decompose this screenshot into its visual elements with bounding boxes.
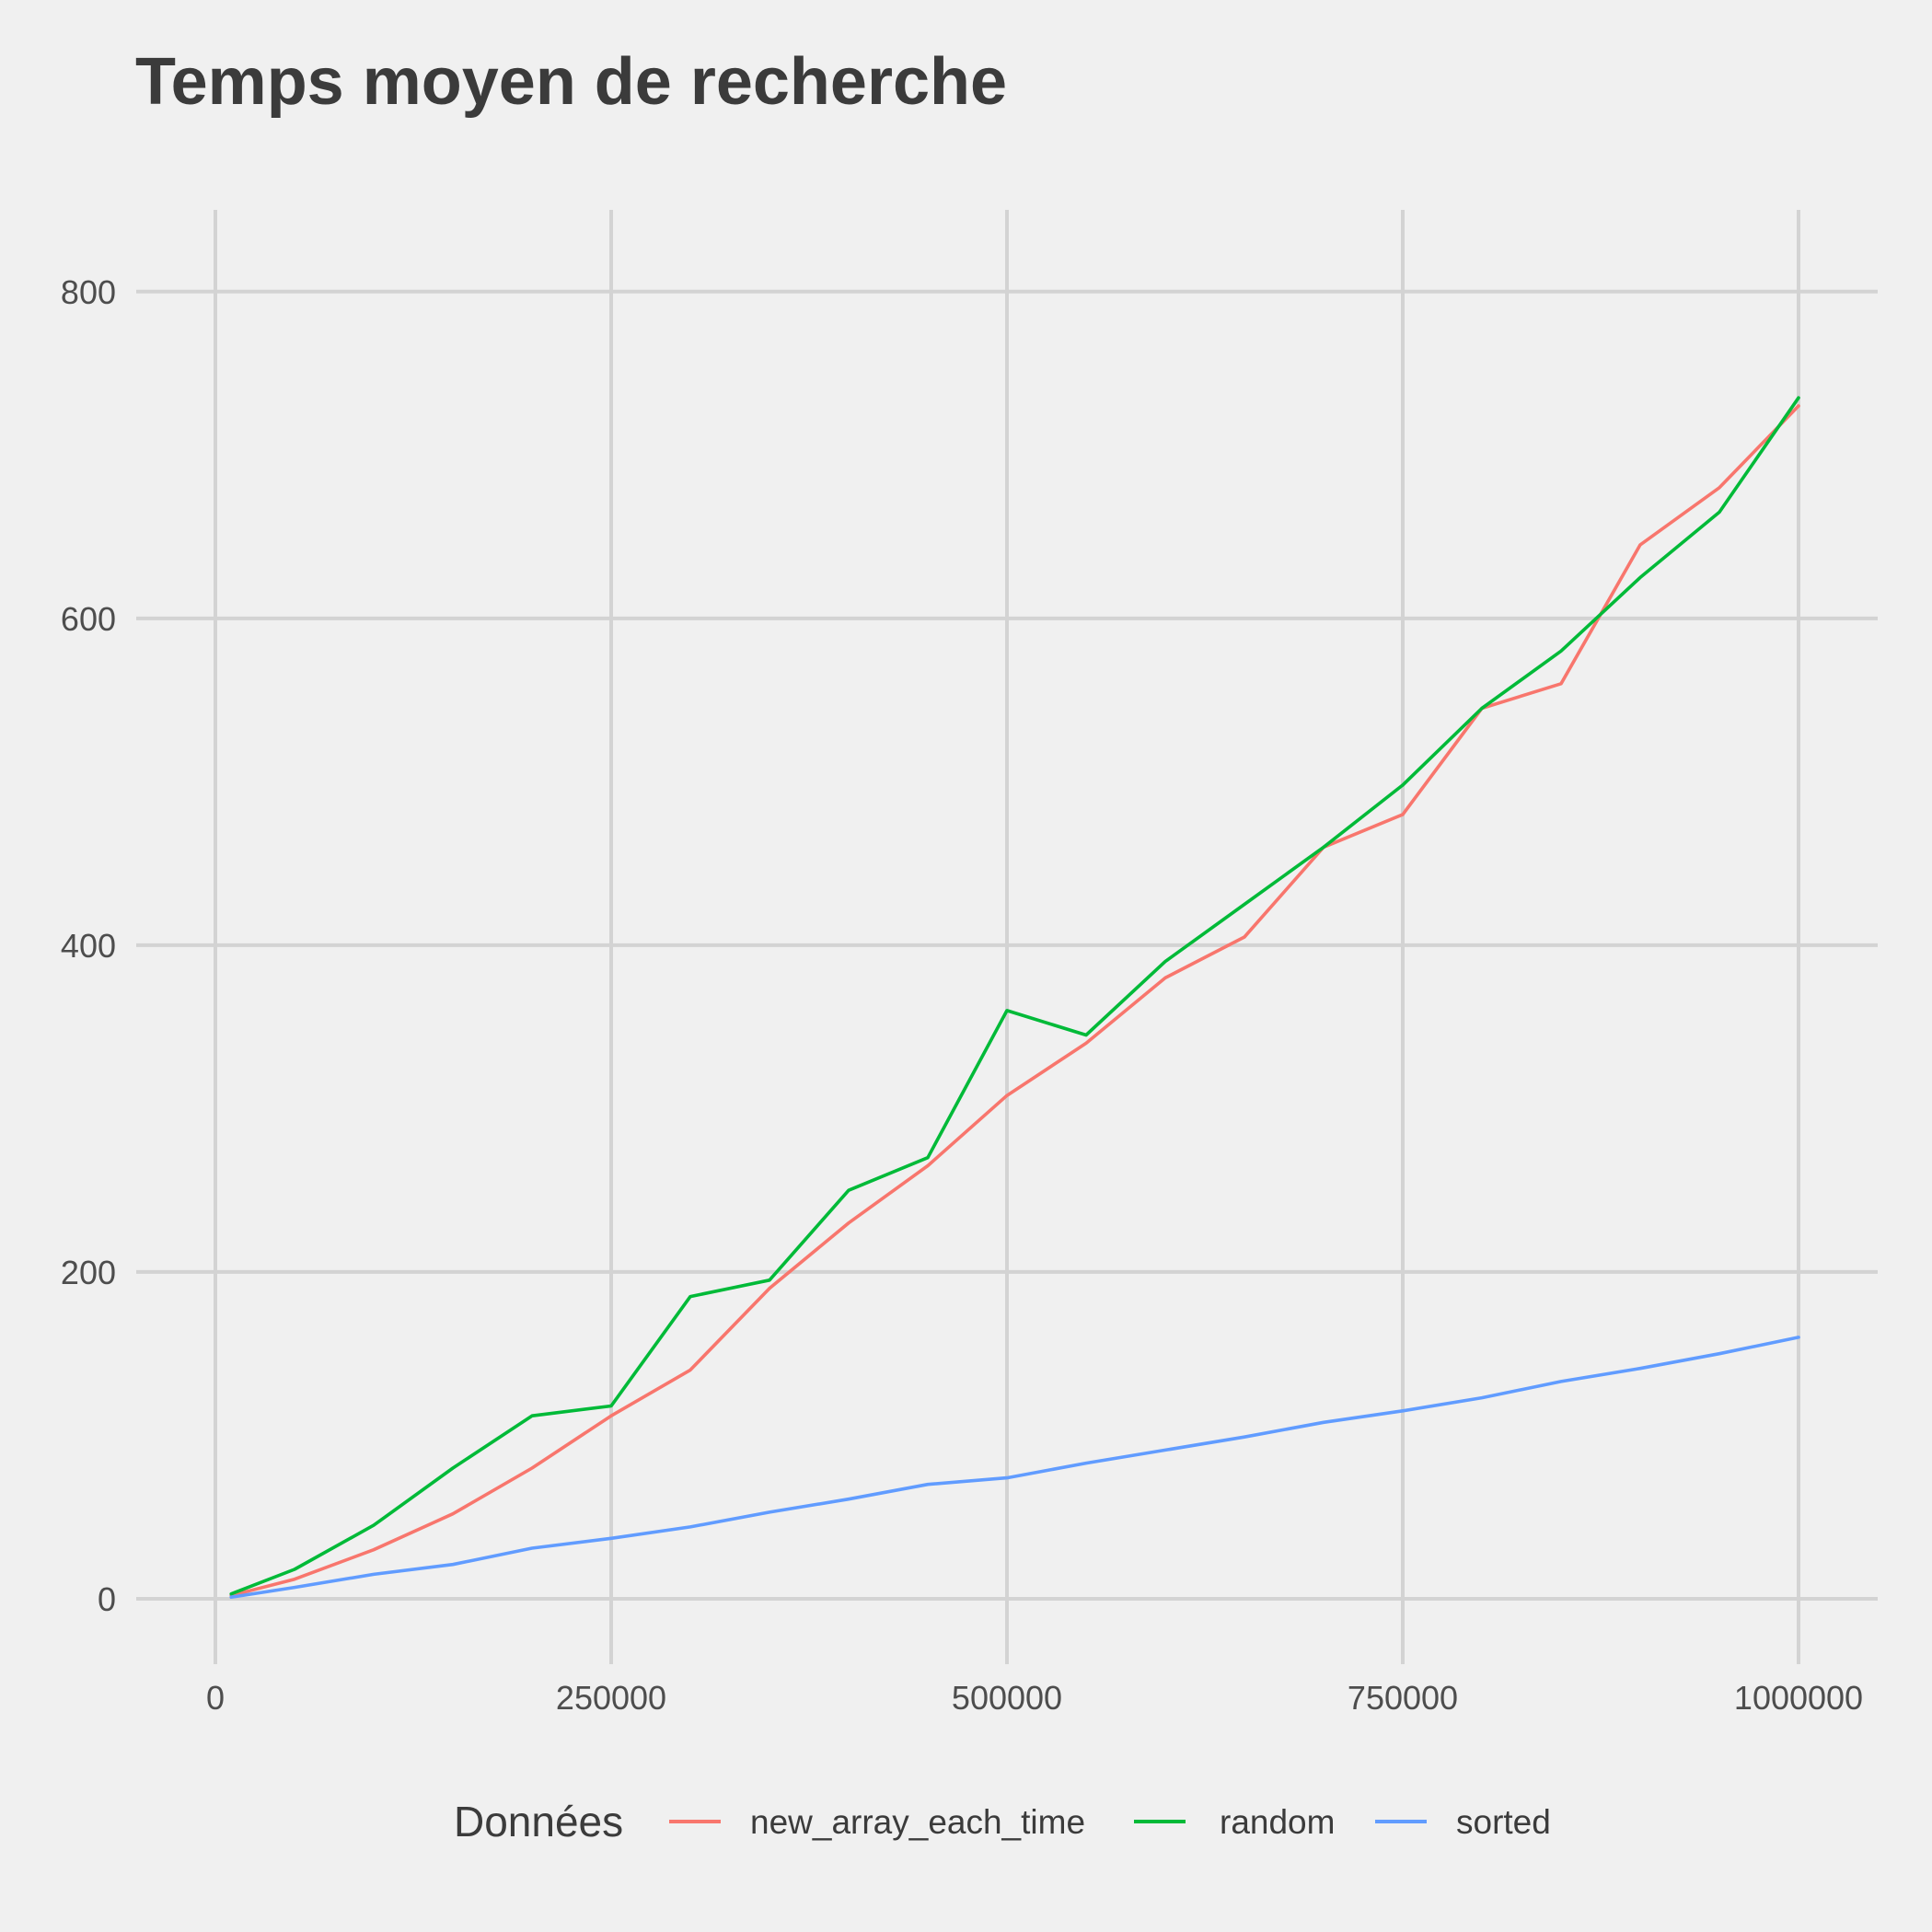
legend-label: sorted xyxy=(1456,1803,1551,1841)
chart-title: Temps moyen de recherche xyxy=(135,45,1007,119)
series-lines xyxy=(229,396,1800,1599)
series-line-sorted xyxy=(229,1336,1800,1599)
x-tick-label: 1000000 xyxy=(1734,1679,1863,1717)
legend: Données new_array_each_time random sorted xyxy=(454,1798,1551,1845)
y-tick-label: 800 xyxy=(61,273,116,311)
series-line-new-array-each-time xyxy=(229,404,1800,1598)
y-tick-label: 400 xyxy=(61,927,116,965)
y-axis-ticks: 0 200 400 600 800 xyxy=(61,273,116,1618)
x-tick-label: 0 xyxy=(206,1679,225,1717)
series-line-random xyxy=(229,396,1800,1596)
legend-label: random xyxy=(1220,1803,1335,1841)
x-axis-ticks: 0 250000 500000 750000 1000000 xyxy=(206,1679,1863,1717)
y-tick-label: 0 xyxy=(98,1580,116,1618)
x-tick-label: 250000 xyxy=(556,1679,666,1717)
y-tick-label: 600 xyxy=(61,600,116,638)
grid xyxy=(136,210,1878,1664)
legend-label: new_array_each_time xyxy=(750,1803,1085,1841)
legend-title: Données xyxy=(454,1798,623,1845)
x-tick-label: 750000 xyxy=(1348,1679,1458,1717)
x-tick-label: 500000 xyxy=(952,1679,1062,1717)
y-tick-label: 200 xyxy=(61,1254,116,1291)
